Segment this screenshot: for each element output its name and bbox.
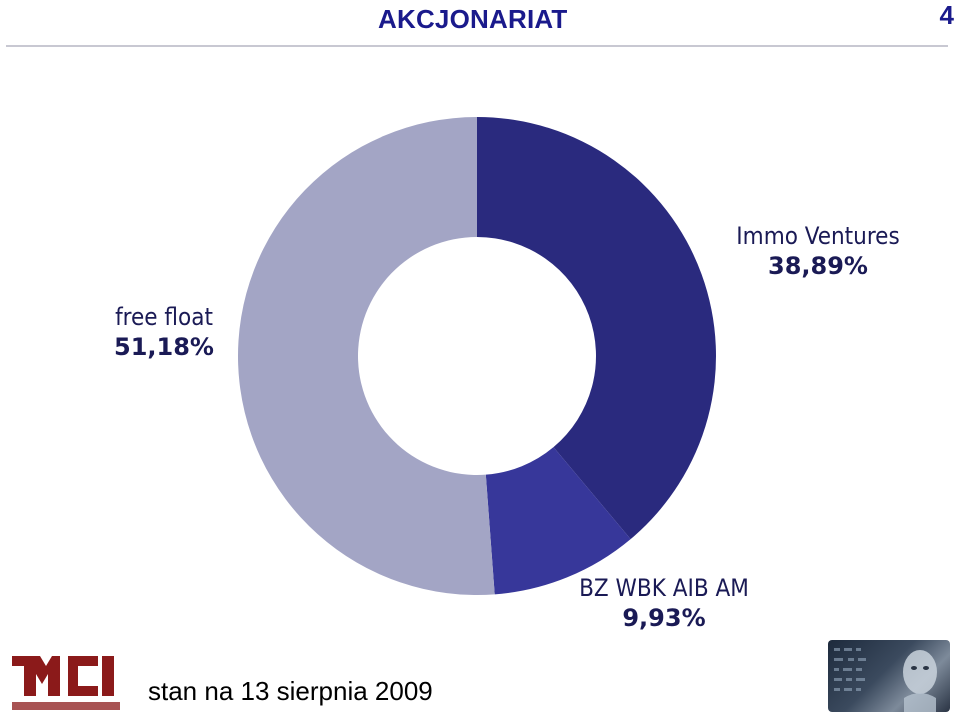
- slice-bz-wbk-aib-am: [485, 447, 631, 595]
- label-name-immo-ventures: Immo Ventures: [736, 222, 899, 250]
- robot-face-image: [828, 640, 950, 712]
- label-name-bz-wbk-aib-am: BZ WBK AIB AM: [579, 574, 749, 602]
- mci-management-logo: [12, 656, 120, 710]
- header-divider: [6, 45, 948, 47]
- slice-free-float: [237, 117, 495, 595]
- page-number: 4: [939, 0, 954, 30]
- label-value-bz-wbk-aib-am: 9,93%: [622, 604, 705, 632]
- label-value-free-float: 51,18%: [114, 333, 214, 361]
- label-name-free-float: free float: [115, 303, 213, 331]
- slice-immo-ventures: [477, 117, 716, 540]
- label-value-immo-ventures: 38,89%: [768, 252, 868, 280]
- date-note: stan na 13 sierpnia 2009: [148, 676, 433, 706]
- page-title: AKCJONARIAT: [378, 4, 568, 34]
